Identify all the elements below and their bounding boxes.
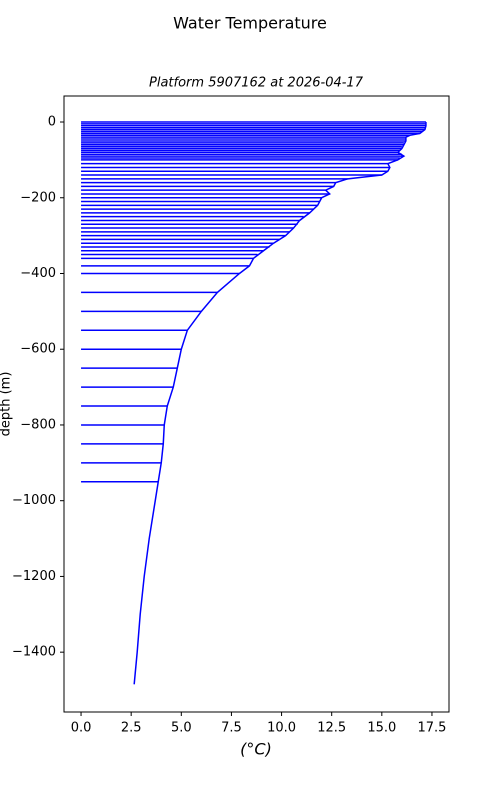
y-tick-label: −1400 — [12, 645, 56, 660]
x-tick-label: 5.0 — [171, 721, 192, 736]
x-tick-label: 17.5 — [417, 721, 446, 736]
y-tick-label: −1200 — [12, 569, 56, 584]
x-tick-label: 15.0 — [367, 721, 396, 736]
y-tick-label: −1000 — [12, 493, 56, 508]
plot-frame — [63, 95, 450, 713]
x-tick-label: 7.5 — [221, 721, 242, 736]
x-tick-label: 0.0 — [71, 721, 92, 736]
y-tick-label: −400 — [20, 266, 56, 281]
y-tick-label: −800 — [20, 417, 56, 432]
x-tick-label: 2.5 — [121, 721, 142, 736]
y-tick-label: −200 — [20, 190, 56, 205]
x-axis-label: (°C) — [240, 740, 272, 759]
x-tick-label: 10.0 — [267, 721, 296, 736]
y-axis-label: depth (m) — [0, 372, 14, 437]
profile-line — [133, 122, 427, 685]
y-tick-label: 0 — [48, 115, 56, 130]
chart-subtitle: Platform 5907162 at 2026-04-17 — [149, 76, 364, 91]
chart-title: Water Temperature — [173, 14, 327, 33]
x-tick-label: 12.5 — [317, 721, 346, 736]
y-tick-label: −600 — [20, 342, 56, 357]
